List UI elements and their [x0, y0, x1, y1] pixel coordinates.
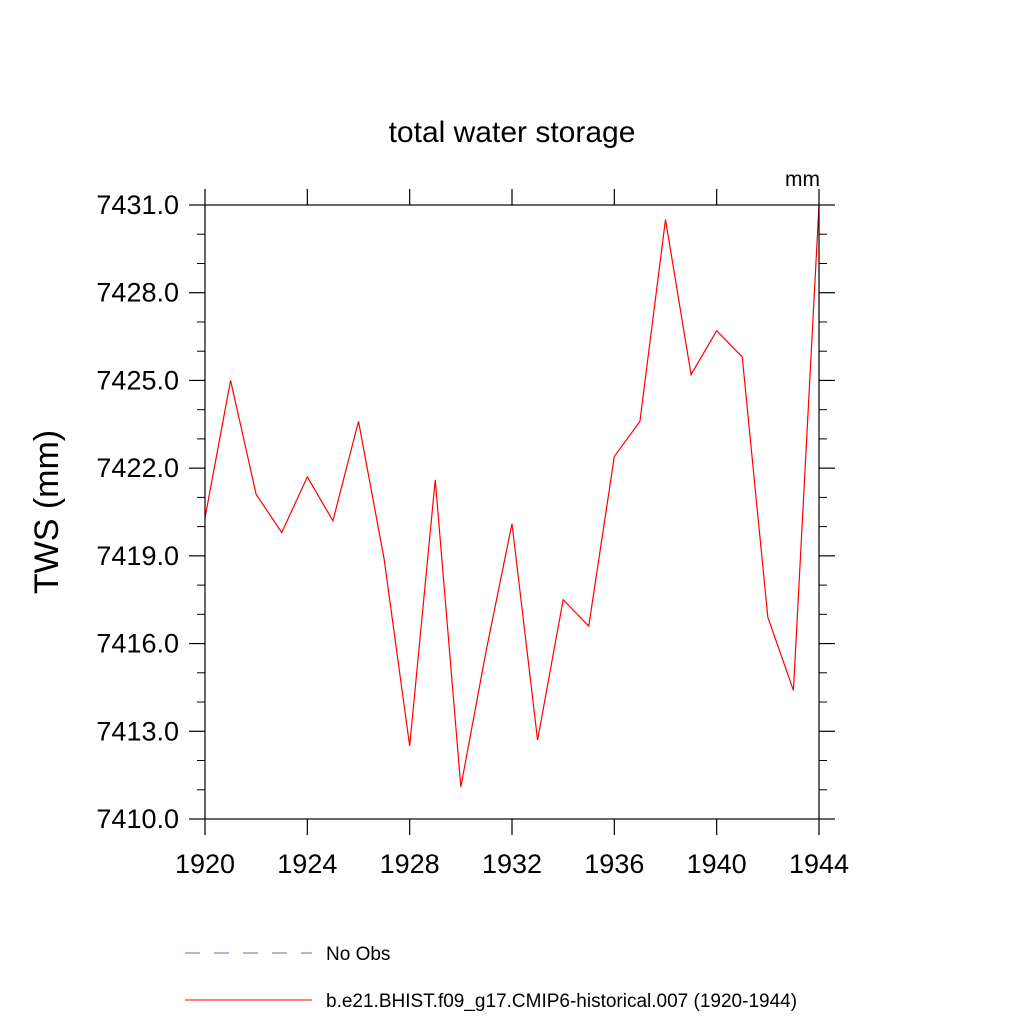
series-line-historical — [204, 204, 820, 787]
legend-label-no-obs: No Obs — [326, 944, 390, 965]
x-tick-label: 1924 — [277, 849, 337, 879]
y-tick-label: 7413.0 — [96, 716, 179, 746]
chart-title: total water storage — [389, 116, 636, 149]
y-tick-label: 7431.0 — [96, 190, 179, 220]
legend-label-historical: b.e21.BHIST.f09_g17.CMIP6-historical.007… — [326, 991, 797, 1012]
axis-tick-labels: 1920 1924 1928 1932 1936 1940 1944 7410.0 7413.0… — [96, 190, 849, 879]
x-tick-label: 1936 — [584, 849, 644, 879]
y-tick-label: 7428.0 — [96, 278, 179, 308]
axis-ticks — [189, 189, 835, 835]
x-tick-label: 1940 — [687, 849, 747, 879]
x-tick-label: 1944 — [789, 849, 849, 879]
series-layer — [204, 204, 820, 787]
y-axis-label: TWS (mm) — [28, 430, 66, 594]
y-tick-label: 7425.0 — [96, 365, 179, 395]
y-tick-label: 7410.0 — [96, 804, 179, 834]
x-tick-label: 1932 — [482, 849, 542, 879]
y-tick-label: 7419.0 — [96, 541, 179, 571]
legend: No Obs b.e21.BHIST.f09_g17.CMIP6-histori… — [185, 944, 797, 1012]
x-tick-label: 1928 — [380, 849, 440, 879]
plot-frame — [204, 204, 820, 820]
y-tick-label: 7422.0 — [96, 453, 179, 483]
x-tick-label: 1920 — [175, 849, 235, 879]
units-label: mm — [785, 168, 820, 191]
y-tick-label: 7416.0 — [96, 629, 179, 659]
